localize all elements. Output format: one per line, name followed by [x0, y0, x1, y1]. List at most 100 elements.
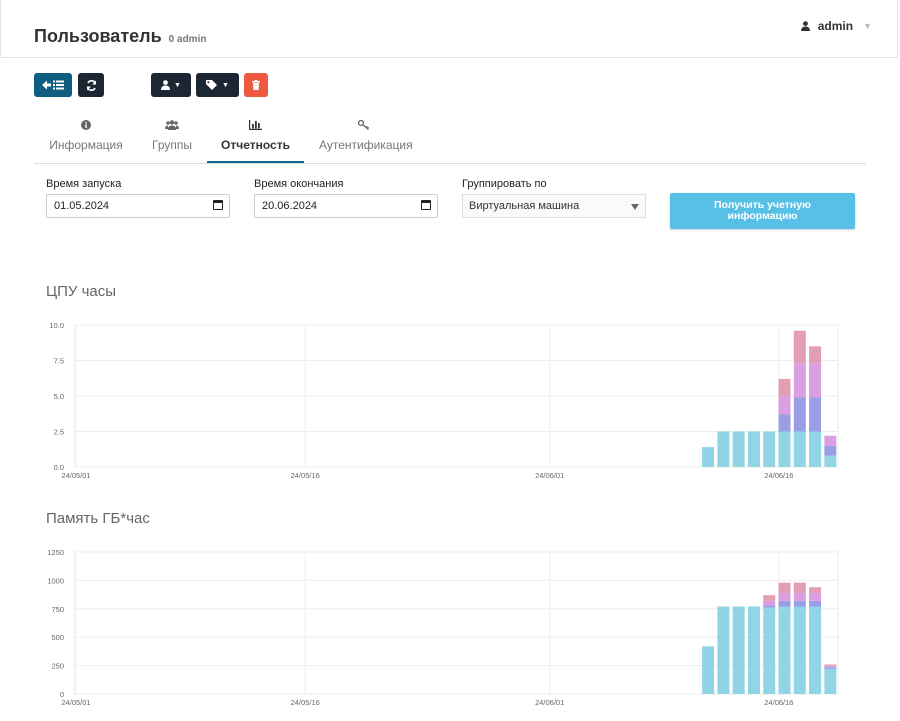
start-time-value: 01.05.2024 [54, 200, 110, 212]
page-subtitle: 0 admin [168, 34, 207, 45]
y-tick-label: 750 [51, 605, 64, 614]
bar-segment [809, 431, 822, 467]
bar-segment [809, 606, 822, 694]
bar-segment [809, 592, 822, 601]
tab-information[interactable]: Информация [48, 118, 124, 163]
y-tick-label: 5.0 [54, 392, 64, 401]
bar-segment [793, 330, 806, 364]
y-tick-label: 1250 [47, 548, 64, 557]
bar-segment [763, 595, 776, 601]
bar-segment [793, 582, 806, 593]
user-menu-name: admin [817, 19, 854, 33]
bar-segment [702, 646, 715, 694]
x-tick-label: 24/05/01 [61, 471, 90, 480]
cpu-hours-chart: 0.0 2.5 5.0 7.5 10.0 24/05/01 24/05/16 24/06/01… [49, 321, 839, 480]
tab-bar: Информация Группы Отчетность Аутентифика… [34, 118, 866, 164]
caret-down-icon: ▼ [174, 81, 181, 89]
bar-segment [778, 582, 791, 593]
tab-reporting[interactable]: Отчетность [207, 118, 304, 163]
user-icon [800, 21, 810, 31]
y-tick-label: 500 [51, 633, 64, 642]
tab-label: Аутентификация [319, 138, 413, 152]
start-time-input[interactable]: 01.05.2024 [46, 194, 230, 218]
bar-segment [824, 669, 837, 694]
bar-segment [809, 397, 822, 432]
tab-label: Информация [49, 138, 123, 152]
trash-icon [252, 80, 260, 90]
y-tick-label: 2.5 [54, 428, 64, 437]
bar-segment [763, 600, 776, 606]
bar-segment [778, 378, 791, 396]
bar-segment [824, 665, 837, 668]
bar-segment [778, 431, 791, 467]
bar-segment [793, 397, 806, 432]
bar-segment [824, 445, 837, 456]
bar-segment [778, 592, 791, 601]
page-title-text: Пользователь [34, 26, 162, 46]
bar-segment [824, 455, 837, 467]
get-accounting-button[interactable]: Получить учетную информацию [670, 193, 855, 229]
bar-segment [809, 600, 822, 607]
x-tick-label: 24/06/01 [535, 471, 564, 480]
y-tick-label: 250 [51, 662, 64, 671]
bar-segment [717, 606, 730, 694]
calendar-icon[interactable] [421, 200, 431, 210]
bar-segment [763, 431, 776, 467]
tab-label: Отчетность [221, 138, 290, 152]
y-tick-label: 1000 [47, 576, 64, 585]
bar-segment [778, 600, 791, 607]
bar-segment [824, 664, 837, 666]
start-time-label: Время запуска [46, 178, 122, 190]
group-by-select[interactable]: Виртуальная машина [462, 194, 646, 218]
bar-segment [763, 605, 776, 608]
end-time-input[interactable]: 20.06.2024 [254, 194, 438, 218]
bar-segment [747, 606, 760, 694]
x-tick-label: 24/06/16 [764, 698, 793, 707]
x-tick-label: 24/05/16 [291, 471, 320, 480]
dropdown-arrow-icon [631, 204, 639, 210]
x-tick-label: 24/05/16 [291, 698, 320, 707]
bar-segment [809, 363, 822, 398]
bar-segment [702, 447, 715, 467]
caret-down-icon: ▼ [222, 81, 229, 89]
memory-gb-hours-chart: 0 250 500 750 1000 1250 24/05/01 24/05/16 24/06/… [47, 548, 839, 707]
y-tick-label: 10.0 [49, 321, 64, 330]
bar-segment [778, 414, 791, 432]
bar-segment [793, 600, 806, 607]
tab-authentication[interactable]: Аутентификация [319, 118, 413, 163]
bar-segment [778, 396, 791, 415]
bar-segment [809, 587, 822, 593]
tab-groups[interactable]: Группы [147, 118, 197, 163]
bar-segment [809, 346, 822, 364]
bar-chart-icon [207, 120, 304, 134]
bar-segment [778, 606, 791, 694]
memory-chart-title: Память ГБ*час [46, 510, 150, 527]
top-bar [0, 0, 898, 58]
group-by-label: Группировать по [462, 178, 547, 190]
bar-segment [717, 431, 730, 467]
back-to-list-button[interactable] [34, 73, 72, 97]
delete-button[interactable] [244, 73, 268, 97]
user-menu[interactable]: admin ▼ [800, 19, 872, 33]
refresh-button[interactable] [78, 73, 104, 97]
tab-label: Группы [152, 138, 192, 152]
bar-segment [793, 606, 806, 694]
y-tick-label: 0.0 [54, 463, 64, 472]
x-tick-label: 24/06/16 [764, 471, 793, 480]
x-tick-label: 24/06/01 [535, 698, 564, 707]
bar-segment [824, 435, 837, 446]
calendar-icon[interactable] [213, 200, 223, 210]
y-tick-label: 7.5 [54, 357, 64, 366]
arrow-left-list-icon [42, 80, 64, 90]
labels-button[interactable]: ▼ [196, 73, 239, 97]
refresh-icon [86, 79, 96, 91]
bar-segment [793, 363, 806, 398]
user-actions-button[interactable]: ▼ [151, 73, 191, 97]
cpu-chart-title: ЦПУ часы [46, 283, 117, 300]
bar-segment [793, 592, 806, 601]
bar-segment [747, 431, 760, 467]
chevron-down-icon: ▼ [863, 21, 872, 31]
info-icon [48, 120, 124, 134]
key-icon [319, 119, 409, 134]
end-time-label: Время окончания [254, 178, 344, 190]
